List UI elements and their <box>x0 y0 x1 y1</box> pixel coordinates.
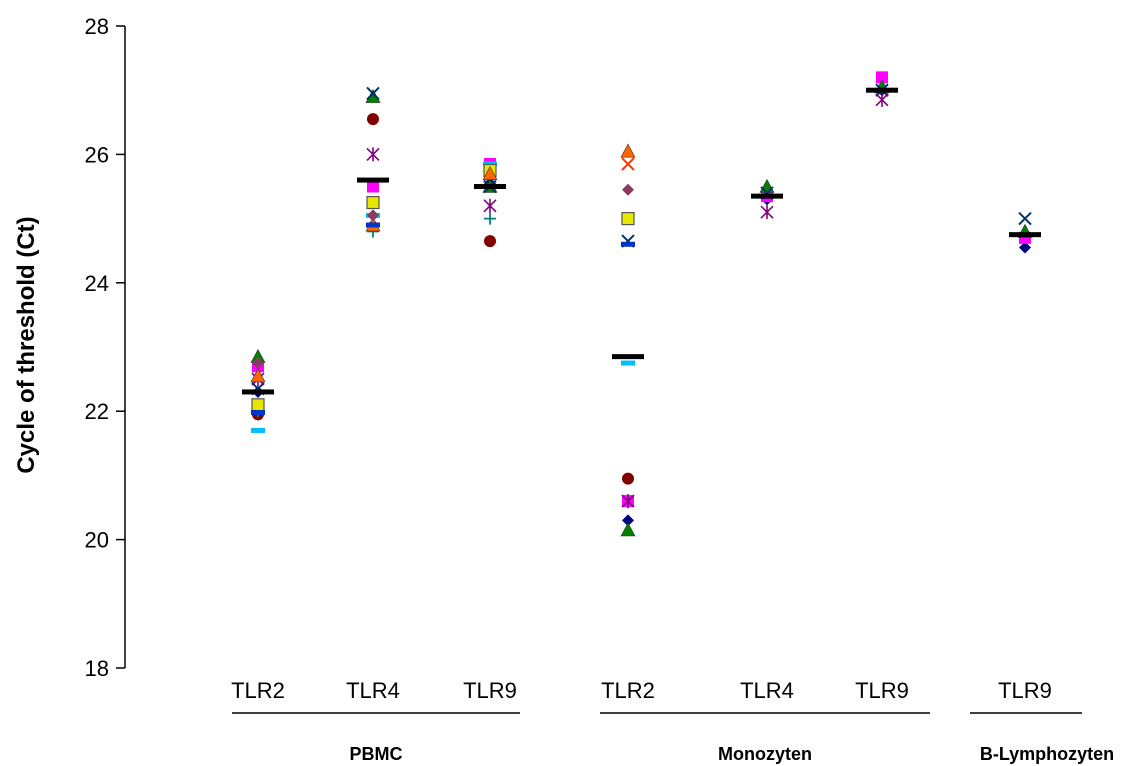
x-category-label: TLR2 <box>231 678 285 703</box>
data-point <box>483 198 497 213</box>
y-tick-label: 22 <box>85 399 109 424</box>
data-point <box>622 472 634 485</box>
mean-bar <box>242 389 274 395</box>
data-point <box>759 178 775 193</box>
data-point <box>484 235 496 248</box>
data-point <box>621 157 635 171</box>
data-point <box>621 241 635 247</box>
y-tick-label: 26 <box>85 142 109 167</box>
x-category-label: TLR9 <box>855 678 909 703</box>
y-tick-label: 28 <box>85 14 109 39</box>
data-point <box>760 205 774 220</box>
data-point <box>251 427 265 433</box>
data-point <box>365 88 381 103</box>
y-tick-label: 20 <box>85 528 109 553</box>
y-tick-label: 24 <box>85 271 109 296</box>
data-point <box>1019 241 1031 254</box>
mean-bars <box>242 87 1041 395</box>
data-point <box>622 514 634 527</box>
data-point <box>366 147 380 162</box>
mean-bar <box>357 177 389 183</box>
data-point <box>621 494 635 509</box>
y-axis: 18 20 22 24 26 28 <box>85 14 126 681</box>
data-point <box>620 143 636 158</box>
y-tick-label: 18 <box>85 656 109 681</box>
data-point <box>622 183 634 196</box>
data-point <box>876 71 888 84</box>
data-point <box>366 86 380 101</box>
mean-bar <box>474 184 506 189</box>
x-axis-category-labels: TLR2 TLR4 TLR9 TLR2 TLR4 TLR9 TLR9 <box>231 678 1052 703</box>
mean-bar <box>1009 232 1041 238</box>
group-labels: PBMC Monozyten B-Lymphozyten <box>232 712 1114 764</box>
data-point <box>875 92 889 107</box>
y-axis-label: Cycle of threshold (Ct) <box>13 216 40 473</box>
data-point <box>482 166 498 180</box>
data-point <box>366 195 380 210</box>
data-point <box>251 409 265 415</box>
data-point <box>251 398 265 412</box>
data-point <box>367 113 379 126</box>
mean-bar <box>751 193 783 199</box>
data-point <box>366 222 380 228</box>
x-category-label: TLR9 <box>463 678 517 703</box>
data-point <box>621 360 635 366</box>
mean-bar <box>866 87 898 93</box>
group-label: Monozyten <box>718 744 812 764</box>
data-point <box>484 212 496 225</box>
data-points <box>250 71 1033 537</box>
data-point <box>367 209 379 222</box>
data-point <box>250 368 266 383</box>
mean-bar <box>612 354 644 360</box>
data-point <box>620 522 636 537</box>
group-label: B-Lymphozyten <box>980 744 1114 764</box>
data-point <box>367 180 379 193</box>
x-category-label: TLR9 <box>998 678 1052 703</box>
data-point <box>252 357 264 370</box>
data-point <box>1018 211 1032 226</box>
group-label: PBMC <box>350 744 403 764</box>
x-category-label: TLR2 <box>601 678 655 703</box>
x-category-label: TLR4 <box>740 678 794 703</box>
data-point <box>621 212 635 226</box>
x-category-label: TLR4 <box>346 678 400 703</box>
